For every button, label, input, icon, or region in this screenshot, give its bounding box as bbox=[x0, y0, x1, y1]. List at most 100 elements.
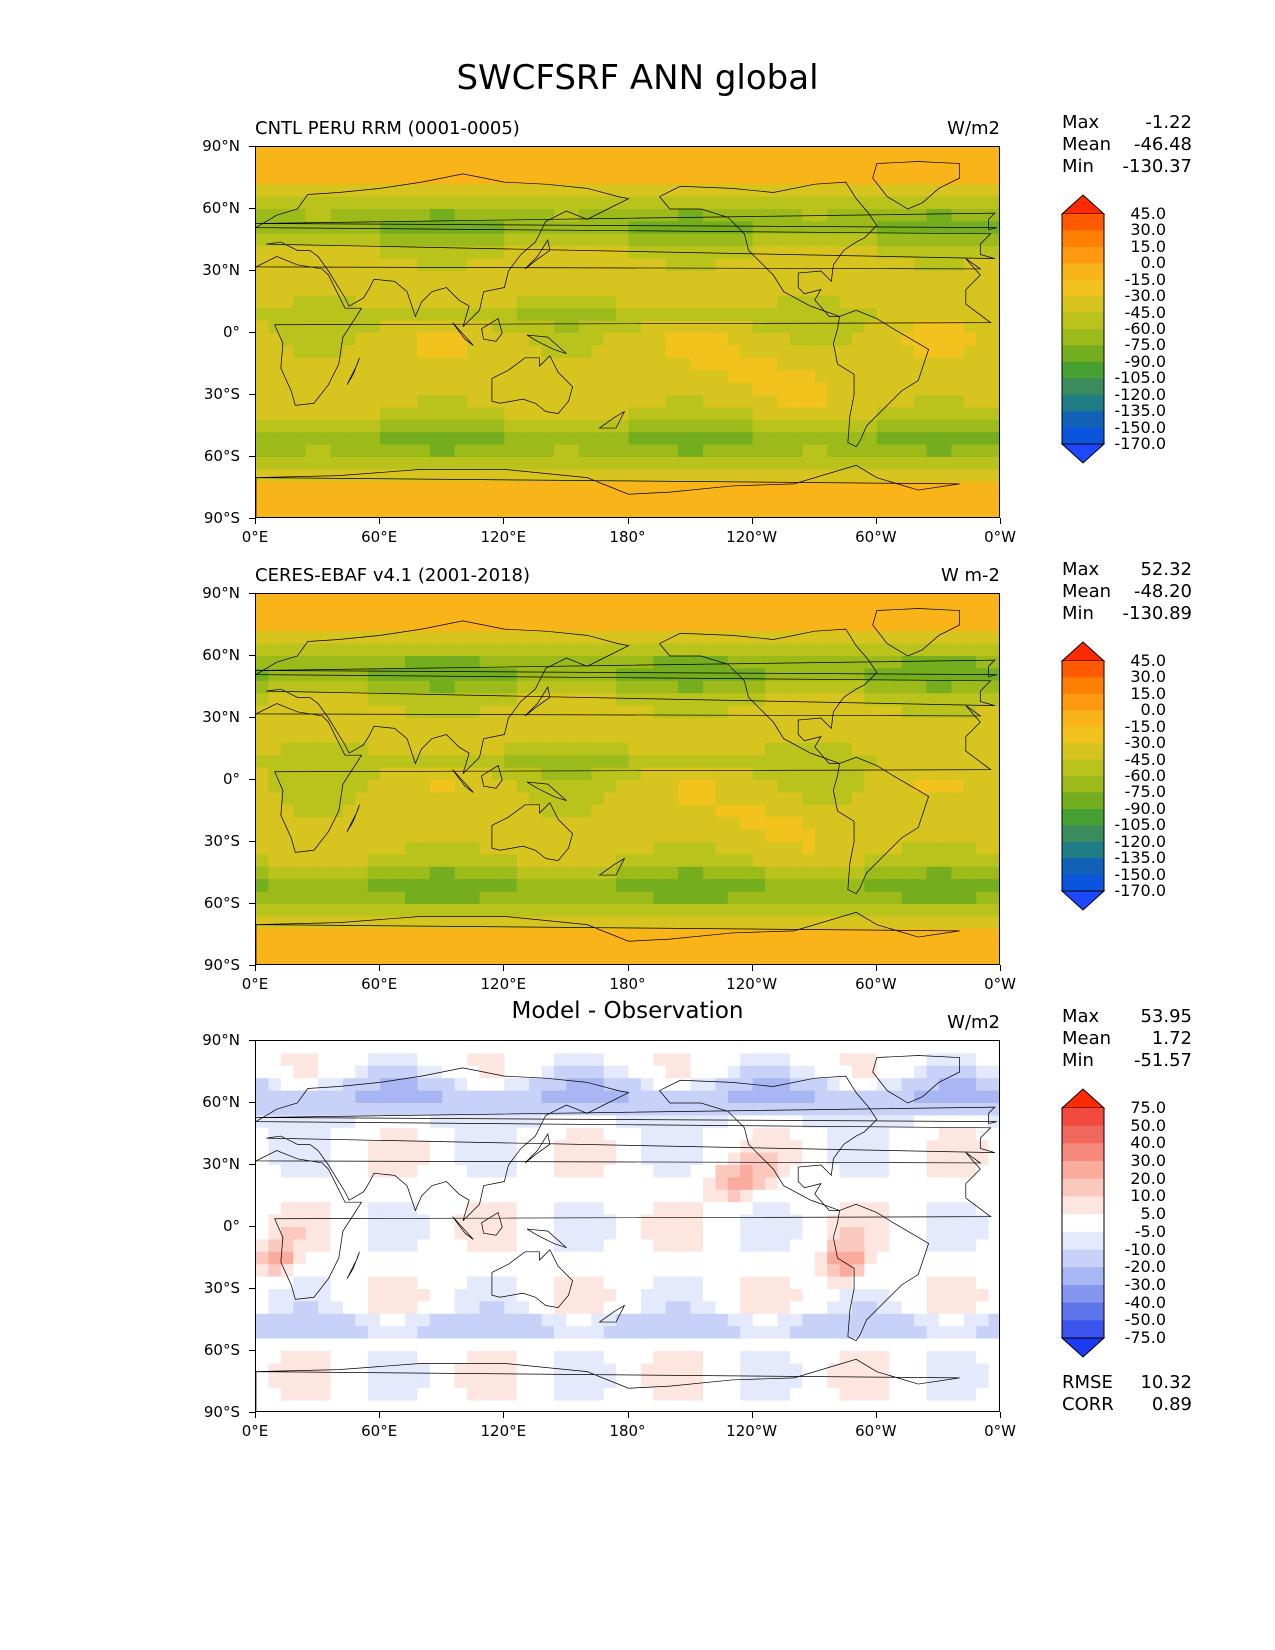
colorbar-tick-label: -15.0 bbox=[1124, 269, 1166, 289]
colorbar-tick-label: 30.0 bbox=[1130, 667, 1166, 687]
colorbar-extend-bottom bbox=[1060, 1337, 1106, 1358]
latitude-tick bbox=[249, 779, 255, 780]
colorbar-tick-label: -30.0 bbox=[1124, 286, 1166, 306]
coastline bbox=[256, 212, 997, 231]
stats-block: Max 53.95 Mean 1.72 Min -51.57 bbox=[1062, 1006, 1192, 1072]
coastline bbox=[256, 1358, 960, 1411]
map-panel: CERES-EBAF v4.1 (2001-2018) W m-2 90°N 60°N… bbox=[0, 0, 1275, 993]
colorbar-tick-label: -90.0 bbox=[1124, 798, 1166, 818]
coastline bbox=[491, 1249, 574, 1308]
longitude-tick bbox=[751, 1412, 753, 1418]
colorbar-swatch bbox=[1062, 858, 1104, 876]
longitude-tick-label: 180° bbox=[609, 1422, 646, 1440]
longitude-tick-label: 180° bbox=[609, 975, 646, 993]
colorbar-swatch bbox=[1062, 841, 1104, 859]
colorbar-swatch bbox=[1062, 677, 1104, 695]
latitude-tick-label: 90°S bbox=[203, 1403, 240, 1421]
colorbar-tick-label: -5.0 bbox=[1134, 1221, 1166, 1241]
coastline bbox=[833, 756, 930, 895]
colorbar-swatch bbox=[1062, 427, 1104, 445]
colorbar-swatch bbox=[1062, 693, 1104, 711]
colorbar-tick-label: 15.0 bbox=[1130, 683, 1166, 703]
longitude-tick-label: 120°W bbox=[726, 528, 778, 546]
colorbar-tick-label: -120.0 bbox=[1114, 384, 1166, 404]
longitude-tick bbox=[503, 1412, 505, 1418]
map-field bbox=[256, 594, 999, 964]
stat-max: Max 53.95 bbox=[1062, 1006, 1192, 1028]
longitude-tick bbox=[627, 965, 629, 971]
colorbar-swatch bbox=[1062, 825, 1104, 843]
colorbar-tick-label: 30.0 bbox=[1130, 1151, 1166, 1171]
stat-rmse-value: 10.32 bbox=[1140, 1372, 1192, 1393]
coastline bbox=[524, 239, 551, 270]
longitude-tick bbox=[255, 518, 256, 524]
latitude-tick bbox=[249, 1350, 255, 1351]
stat-rmse-label: RMSE bbox=[1062, 1372, 1113, 1393]
units-label: W/m2 bbox=[947, 118, 1000, 139]
colorbar-frame bbox=[1061, 661, 1105, 891]
units-label: W m-2 bbox=[940, 565, 1000, 586]
colorbar-swatch bbox=[1062, 1249, 1104, 1268]
colorbar-swatch bbox=[1062, 246, 1104, 264]
longitude-tick bbox=[875, 1412, 877, 1418]
colorbar-swatch bbox=[1062, 1108, 1104, 1127]
stat-corr: CORR 0.89 bbox=[1062, 1394, 1192, 1416]
longitude-tick-label: 120°W bbox=[726, 1422, 778, 1440]
colorbar-tick-label: -60.0 bbox=[1124, 319, 1166, 338]
units-label: W/m2 bbox=[947, 1012, 1000, 1033]
colorbar-swatch bbox=[1062, 279, 1104, 297]
colorbar bbox=[1060, 194, 1106, 468]
colorbar-swatch bbox=[1062, 394, 1104, 412]
coastline bbox=[491, 355, 574, 414]
coastline bbox=[658, 181, 878, 317]
longitude-tick bbox=[379, 1412, 381, 1418]
coastline bbox=[481, 764, 503, 789]
longitude-tick bbox=[627, 1412, 629, 1418]
colorbar-tick-label: -120.0 bbox=[1114, 831, 1166, 851]
longitude-tick-label: 120°E bbox=[480, 975, 527, 993]
latitude-tick-label: 0° bbox=[222, 1217, 240, 1235]
colorbar-tick-label: 30.0 bbox=[1130, 220, 1166, 240]
latitude-tick bbox=[249, 1288, 255, 1289]
coastline bbox=[256, 1150, 992, 1300]
stat-mean: Mean 1.72 bbox=[1062, 1028, 1192, 1050]
colorbar-tick-label: -105.0 bbox=[1114, 815, 1166, 835]
map-plot bbox=[255, 1040, 1000, 1412]
coastline bbox=[598, 410, 626, 429]
colorbar-tick-label: -30.0 bbox=[1124, 1274, 1166, 1294]
coastline bbox=[526, 1228, 567, 1249]
coastline bbox=[833, 309, 930, 448]
coastline bbox=[524, 1133, 551, 1164]
longitude-tick bbox=[255, 965, 256, 971]
colorbar-tick-label: -75.0 bbox=[1124, 1328, 1166, 1347]
panel-title: CERES-EBAF v4.1 (2001-2018) bbox=[255, 565, 531, 586]
longitude-tick bbox=[379, 518, 381, 524]
colorbar-swatch bbox=[1062, 1196, 1104, 1215]
longitude-tick-label: 0°W bbox=[984, 975, 1016, 993]
latitude-tick-label: 60°N bbox=[202, 199, 240, 217]
stat-min: Min -51.57 bbox=[1062, 1050, 1192, 1072]
latitude-tick bbox=[249, 1102, 255, 1103]
colorbar-swatch bbox=[1062, 1143, 1104, 1162]
colorbar-tick-label: -45.0 bbox=[1124, 302, 1166, 322]
colorbar-extend-top bbox=[1060, 1088, 1106, 1109]
longitude-tick bbox=[1000, 1412, 1001, 1418]
colorbar-swatch bbox=[1062, 743, 1104, 761]
stat-mean: Mean -48.20 bbox=[1062, 581, 1192, 603]
colorbar-swatch bbox=[1062, 1267, 1104, 1286]
colorbar-tick-label: -75.0 bbox=[1124, 335, 1166, 355]
coastline bbox=[452, 769, 474, 793]
latitude-tick-label: 30°S bbox=[203, 832, 240, 850]
colorbar-swatch bbox=[1062, 1125, 1104, 1144]
colorbar-swatch bbox=[1062, 378, 1104, 396]
colorbar-swatch bbox=[1062, 1178, 1104, 1197]
stat-min: Min -130.37 bbox=[1062, 156, 1192, 178]
colorbar-swatch bbox=[1062, 759, 1104, 777]
colorbar-tick-label: -40.0 bbox=[1124, 1292, 1166, 1312]
latitude-tick bbox=[249, 841, 255, 842]
colorbar-tick-label: -45.0 bbox=[1124, 749, 1166, 769]
map-panel: CNTL PERU RRM (0001-0005) W/m2 90°N 60°N 30°… bbox=[0, 0, 1275, 546]
stats-block: Max 52.32 Mean -48.20 Min -130.89 bbox=[1062, 559, 1192, 625]
colorbar-swatch bbox=[1062, 1214, 1104, 1233]
latitude-tick-label: 30°S bbox=[203, 385, 240, 403]
